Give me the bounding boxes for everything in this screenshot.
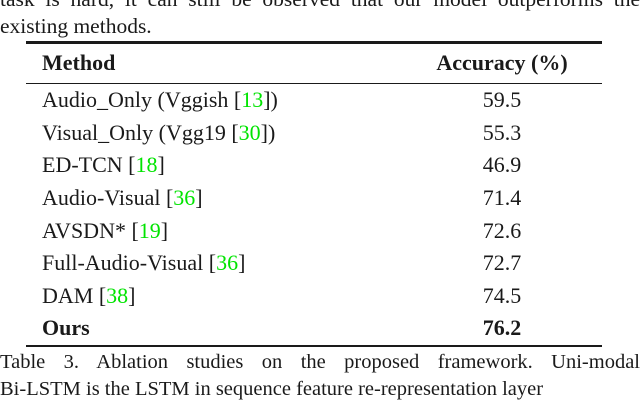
body-text-line-clipped: task is hard, it can still be observed t… xyxy=(0,0,640,13)
method-cell: Visual_Only (Vgg19 [30]) xyxy=(26,120,402,146)
method-text: ]) xyxy=(263,87,278,113)
caption-line: Table 3. Ablation studies on the propose… xyxy=(0,351,640,373)
method-text: Audio-Visual [ xyxy=(42,185,174,211)
citation-link[interactable]: 36 xyxy=(216,250,239,276)
citation-link[interactable]: 38 xyxy=(106,282,129,308)
method-text: ] xyxy=(238,250,246,276)
table-row-ours: Ours 76.2 xyxy=(26,312,602,345)
accuracy-cell: 72.6 xyxy=(482,217,522,243)
method-text: ]) xyxy=(260,119,276,145)
method-text: ] xyxy=(195,185,203,211)
method-cell: Ours xyxy=(26,315,402,341)
citation-link[interactable]: 30 xyxy=(238,119,261,145)
citation-link[interactable]: 13 xyxy=(241,87,264,113)
method-cell: ED-TCN [18] xyxy=(26,152,402,178)
accuracy-cell: 71.4 xyxy=(482,185,522,211)
method-text: DAM [ xyxy=(42,282,107,308)
table-caption: Table 3. Ablation studies on the propose… xyxy=(0,349,640,402)
method-text: ] xyxy=(157,152,165,178)
method-text: Full-Audio-Visual [ xyxy=(42,250,217,276)
method-text: ] xyxy=(128,282,136,308)
body-paragraph: task is hard, it can still be observed t… xyxy=(0,0,640,40)
column-header-accuracy: Accuracy (%) xyxy=(436,50,568,75)
table-top-rule xyxy=(26,41,602,44)
method-text: ] xyxy=(160,217,169,243)
table-bottom-rule xyxy=(26,344,602,348)
accuracy-cell: 76.2 xyxy=(482,315,522,341)
table-row: Full-Audio-Visual [36] 72.7 xyxy=(26,247,602,280)
method-cell: AVSDN* [19] xyxy=(26,218,402,244)
method-text: ED-TCN [ xyxy=(42,152,136,178)
accuracy-cell: 46.9 xyxy=(482,152,522,178)
citation-link[interactable]: 18 xyxy=(135,152,158,178)
column-header-method: Method xyxy=(42,50,116,75)
citation-link[interactable]: 36 xyxy=(173,185,196,211)
table-row: Visual_Only (Vgg19 [30]) 55.3 xyxy=(26,117,602,150)
method-cell: Full-Audio-Visual [36] xyxy=(26,250,402,276)
citation-link[interactable]: 19 xyxy=(138,217,161,243)
method-text: AVSDN* [ xyxy=(42,217,139,243)
accuracy-cell: 72.7 xyxy=(482,250,522,276)
accuracy-cell: 59.5 xyxy=(482,87,522,113)
method-cell: Audio_Only (Vggish [13]) xyxy=(26,87,402,113)
table-row: Audio_Only (Vggish [13]) 59.5 xyxy=(26,84,602,117)
method-text: Audio_Only (Vggish [ xyxy=(42,87,242,113)
accuracy-cell: 74.5 xyxy=(482,282,522,308)
table-row: Audio-Visual [36] 71.4 xyxy=(26,182,602,215)
method-cell: DAM [38] xyxy=(26,283,402,309)
body-text-line: existing methods. xyxy=(0,14,152,38)
method-cell: Audio-Visual [36] xyxy=(26,185,402,211)
table-header-rule xyxy=(26,82,602,84)
table-row: DAM [38] 74.5 xyxy=(26,280,602,313)
method-text: Ours xyxy=(42,315,90,341)
accuracy-cell: 55.3 xyxy=(482,119,522,145)
results-table: Method Accuracy (%) Audio_Only (Vggish [… xyxy=(26,41,602,348)
table-row: ED-TCN [18] 46.9 xyxy=(26,149,602,182)
table-header-row: Method Accuracy (%) xyxy=(26,44,602,83)
table-row: AVSDN* [19] 72.6 xyxy=(26,214,602,247)
method-text: Visual_Only (Vgg19 [ xyxy=(42,119,239,145)
caption-line: Bi-LSTM is the LSTM in sequence feature … xyxy=(0,377,544,400)
